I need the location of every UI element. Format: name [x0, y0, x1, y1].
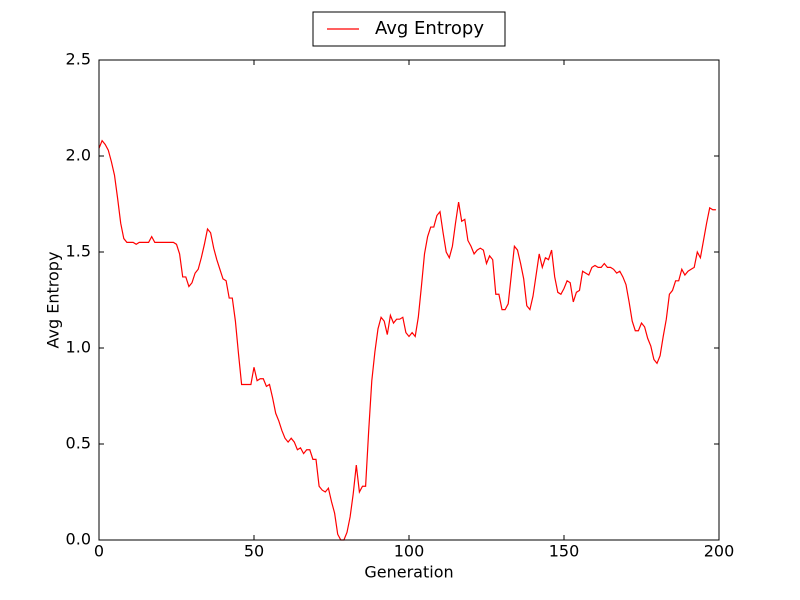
x-tick-label: 0 [94, 542, 104, 561]
y-tick-label: 0.5 [66, 434, 91, 453]
y-tick-label: 1.0 [66, 338, 91, 357]
y-tick-label: 0.0 [66, 530, 91, 549]
y-tick-label: 2.5 [66, 50, 91, 69]
x-tick-label: 50 [244, 542, 264, 561]
x-tick-label: 150 [549, 542, 580, 561]
x-tick-label: 200 [704, 542, 735, 561]
data-line [98, 139, 716, 541]
plot-frame [98, 59, 720, 541]
x-tick-label: 100 [394, 542, 425, 561]
y-tick-label: 1.5 [66, 242, 91, 261]
y-tick-label: 2.0 [66, 146, 91, 165]
legend-label: Avg Entropy [375, 18, 484, 39]
y-axis-label: Avg Entropy [44, 252, 63, 349]
x-axis-label: Generation [364, 563, 453, 582]
